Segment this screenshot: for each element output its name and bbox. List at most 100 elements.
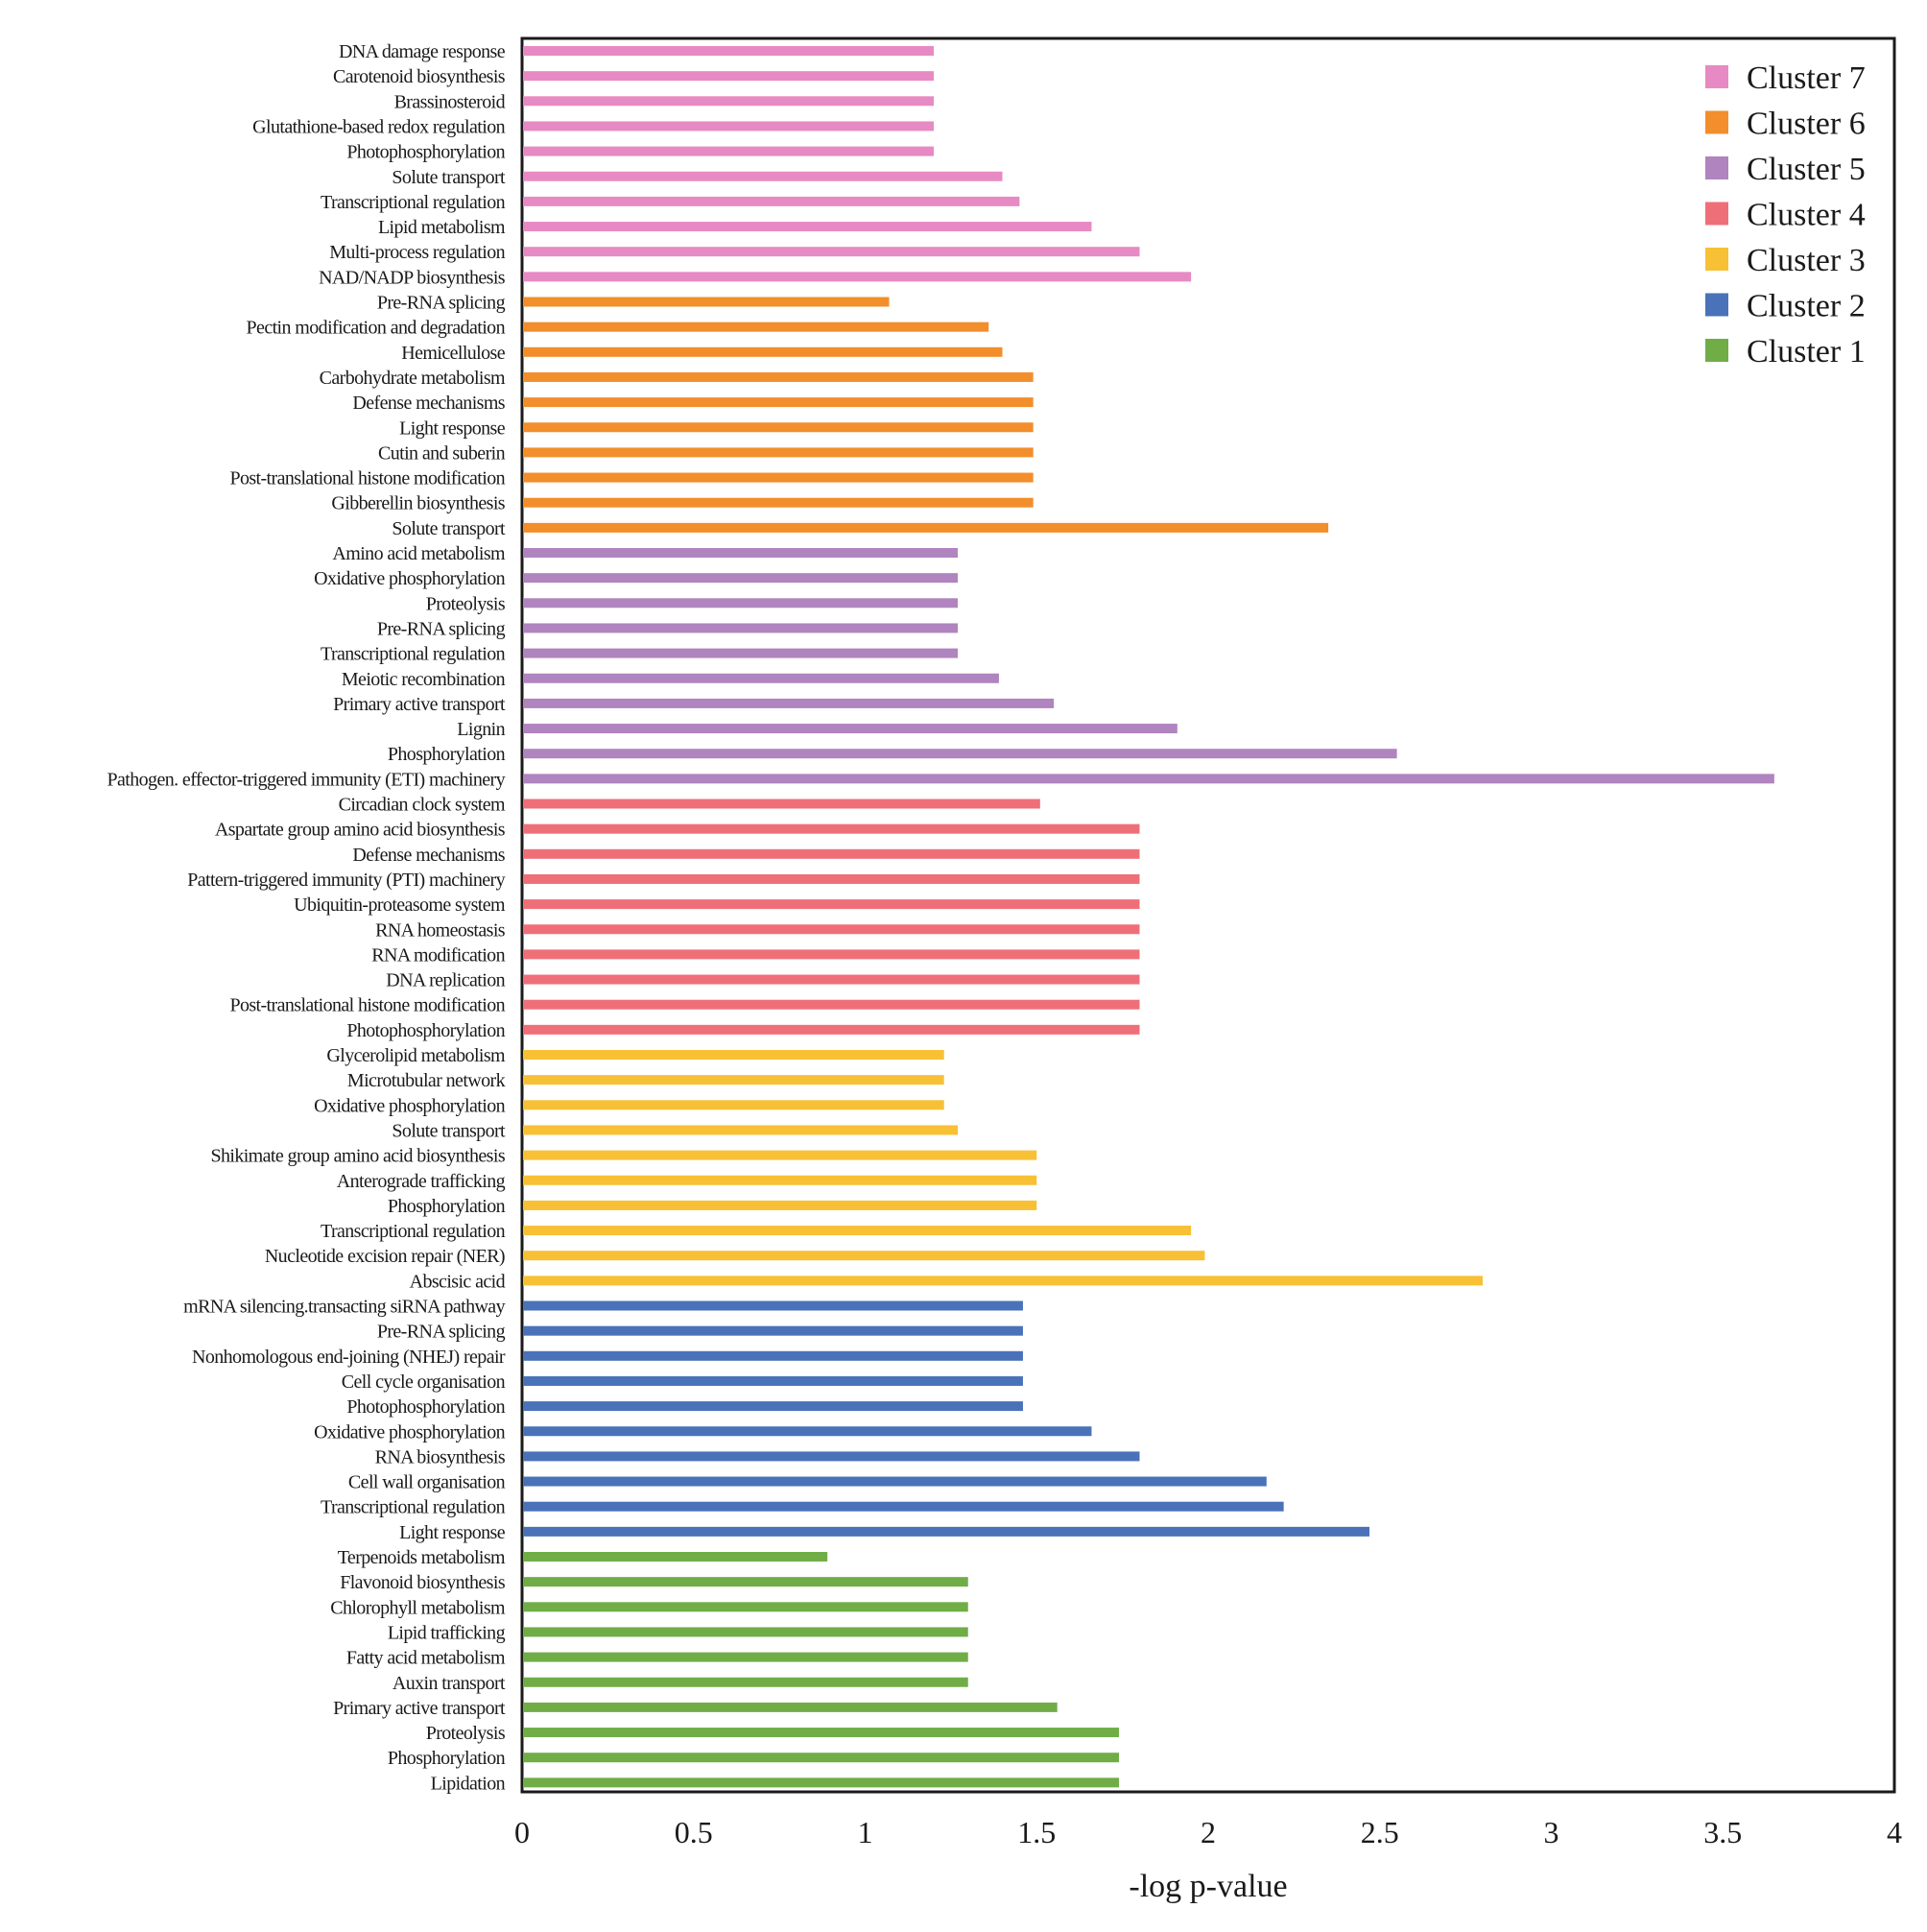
bar: [523, 171, 1003, 181]
category-label: Ubiquitin-proteasome system: [294, 894, 506, 916]
bar: [523, 1627, 968, 1637]
category-label: Photophosphorylation: [346, 142, 505, 163]
category-label: NAD/NADP biosynthesis: [319, 267, 506, 288]
bar: [523, 1777, 1120, 1788]
legend-label: Cluster 4: [1747, 198, 1866, 233]
bar: [523, 1552, 828, 1562]
x-axis-title: -log p-value: [1129, 1869, 1287, 1904]
bar: [523, 1753, 1120, 1763]
category-label: Glycerolipid metabolism: [326, 1045, 506, 1066]
bar: [523, 146, 934, 156]
plot-frame: [520, 36, 1896, 1794]
category-label: Aspartate group amino acid biosynthesis: [215, 820, 506, 841]
legend-label: Cluster 6: [1747, 107, 1866, 142]
category-label: Brassinosteroid: [394, 91, 506, 112]
bar: [523, 1501, 1284, 1512]
bar: [523, 422, 1034, 433]
bar: [523, 548, 959, 558]
legend-swatch: [1705, 65, 1728, 88]
bar: [523, 397, 1034, 408]
category-label: mRNA silencing.transacting siRNA pathway: [183, 1297, 505, 1318]
bar: [523, 873, 1140, 884]
bar: [523, 1426, 1092, 1437]
bar: [523, 447, 1034, 458]
category-label: Carbohydrate metabolism: [320, 368, 506, 389]
category-label: Phosphorylation: [388, 1196, 506, 1217]
legend-swatch: [1705, 110, 1728, 134]
bar: [523, 1075, 944, 1085]
category-label: Flavonoid biosynthesis: [340, 1572, 506, 1593]
category-label: RNA biosynthesis: [375, 1446, 506, 1467]
category-label: Photophosphorylation: [346, 1396, 505, 1418]
category-label: Transcriptional regulation: [321, 1221, 506, 1242]
x-tick-label: 1.5: [1017, 1815, 1056, 1849]
category-label: Cell wall organisation: [348, 1472, 506, 1493]
x-tick-label: 0: [514, 1815, 530, 1849]
bar: [523, 472, 1034, 483]
category-label: Solute transport: [392, 518, 506, 539]
bar: [523, 724, 1178, 734]
bar: [523, 346, 1003, 357]
category-label: Terpenoids metabolism: [338, 1547, 506, 1568]
category-label: Lignin: [457, 719, 505, 740]
bar: [523, 247, 1140, 257]
category-label: Gibberellin biosynthesis: [331, 493, 505, 514]
category-label: Cutin and suberin: [378, 442, 506, 464]
category-label: Oxidative phosphorylation: [314, 1095, 505, 1116]
category-label: Phosphorylation: [388, 744, 506, 765]
bar: [523, 272, 1192, 282]
bar: [523, 1728, 1120, 1738]
category-label: Pre-RNA splicing: [377, 293, 506, 314]
bar: [523, 1050, 944, 1060]
category-label: Glutathione-based redox regulation: [252, 116, 505, 137]
category-label: Nonhomologous end-joining (NHEJ) repair: [192, 1347, 506, 1368]
category-label: Pre-RNA splicing: [377, 618, 506, 639]
bar: [523, 497, 1034, 508]
category-label: Cell cycle organisation: [342, 1371, 506, 1393]
bar: [523, 1200, 1037, 1210]
bar: [523, 1251, 1205, 1261]
x-tick-label: 3.5: [1703, 1815, 1742, 1849]
category-label: Fatty acid metabolism: [346, 1648, 506, 1669]
bar: [523, 1276, 1483, 1286]
category-label: Carotenoid biosynthesis: [333, 66, 506, 87]
category-label: Solute transport: [392, 167, 506, 188]
legend-swatch: [1705, 248, 1728, 271]
category-label: Transcriptional regulation: [321, 644, 506, 665]
category-label: Light response: [399, 1522, 506, 1543]
category-label: Solute transport: [392, 1120, 506, 1141]
category-label: Pattern-triggered immunity (PTI) machine…: [187, 870, 505, 891]
x-tick-label: 4: [1887, 1815, 1902, 1849]
bar: [523, 1350, 1023, 1361]
bars-layer: [523, 46, 1774, 1788]
category-label: Abscisic acid: [410, 1271, 506, 1292]
bar: [523, 121, 934, 131]
bar: [523, 1526, 1370, 1537]
bar: [523, 848, 1140, 859]
category-label: DNA damage response: [339, 41, 506, 62]
category-label: Light response: [399, 417, 506, 439]
category-label: Defense mechanisms: [352, 393, 505, 414]
bar: [523, 623, 959, 633]
category-label: Hemicellulose: [401, 343, 505, 364]
category-label: Photophosphorylation: [346, 1020, 505, 1041]
bar: [523, 1401, 1023, 1412]
bar: [523, 673, 999, 683]
category-label: Anterograde trafficking: [337, 1171, 506, 1192]
bar: [523, 749, 1397, 759]
category-label: Multi-process regulation: [329, 242, 505, 263]
category-label: Proteolysis: [426, 1723, 506, 1744]
category-label: Transcriptional regulation: [321, 192, 506, 213]
bar: [523, 96, 934, 107]
category-label: Transcriptional regulation: [321, 1497, 506, 1518]
bar: [523, 71, 934, 82]
bar: [523, 1125, 959, 1135]
category-label: Post-translational histone modification: [229, 468, 505, 489]
bar: [523, 1476, 1267, 1487]
bar: [523, 823, 1140, 834]
category-label: Circadian clock system: [339, 795, 506, 816]
bar: [523, 1451, 1140, 1462]
category-label: Oxidative phosphorylation: [314, 1421, 505, 1443]
category-label: Pre-RNA splicing: [377, 1322, 506, 1343]
